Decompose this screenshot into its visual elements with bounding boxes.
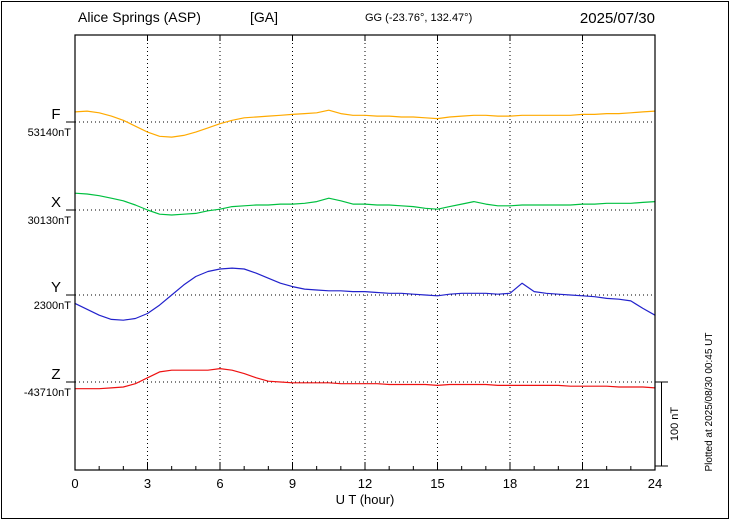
plot-area-border <box>74 34 656 471</box>
trace-y <box>74 267 656 321</box>
x-axis-label: U T (hour) <box>336 492 395 507</box>
scale-bar: 100 nT <box>655 381 681 467</box>
series-label-x: X <box>51 194 61 211</box>
plotted-at-stamp: Plotted at 2025/08/30 00:45 UT <box>704 333 715 472</box>
agency-label: [GA] <box>250 9 278 25</box>
axis-ticks <box>98 35 632 470</box>
baselines <box>66 121 655 383</box>
x-tick-label: 15 <box>430 476 444 491</box>
series-label-f: F <box>51 106 60 123</box>
x-tick-label: 6 <box>216 476 223 491</box>
x-tick-label: 24 <box>648 476 662 491</box>
series-label-y: Y <box>51 279 61 296</box>
series-baseline-x: 30130nT <box>28 215 72 227</box>
x-tick-label: 3 <box>144 476 151 491</box>
series-baseline-y: 2300nT <box>34 300 72 312</box>
trace-x <box>74 192 656 216</box>
x-tick-label: 12 <box>358 476 372 491</box>
gridlines <box>147 35 583 470</box>
traces <box>74 109 656 390</box>
plot-date: 2025/07/30 <box>580 10 655 27</box>
x-tick-label: 9 <box>289 476 296 491</box>
station-title: Alice Springs (ASP) <box>78 9 201 25</box>
trace-z <box>74 368 656 390</box>
x-tick-labels: 0 3 6 9 12 15 18 21 24 <box>71 476 662 491</box>
scale-bar-label: 100 nT <box>669 407 681 442</box>
series-baseline-f: 53140nT <box>28 127 72 139</box>
series-label-z: Z <box>51 366 60 383</box>
series-baseline-z: -43710nT <box>24 387 71 399</box>
x-tick-label: 21 <box>575 476 589 491</box>
geographic-coordinates: GG (-23.76°, 132.47°) <box>365 12 472 24</box>
trace-f <box>74 109 656 138</box>
x-tick-label: 18 <box>503 476 517 491</box>
x-tick-label: 0 <box>71 476 78 491</box>
